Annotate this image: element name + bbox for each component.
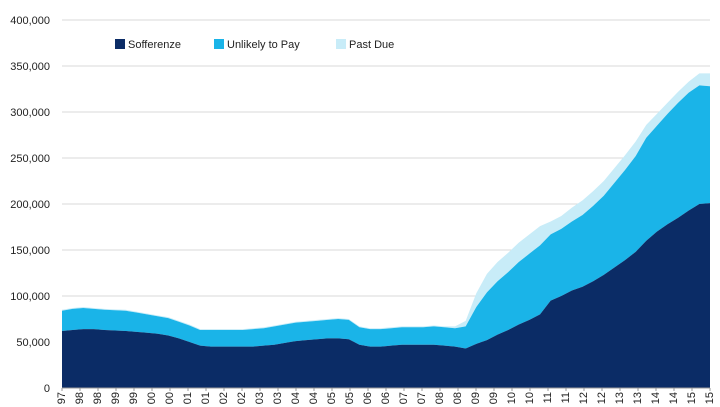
gridlines <box>62 19 710 343</box>
y-tick-label: 400,000 <box>10 15 50 27</box>
x-tick-label: 11 <box>560 392 572 403</box>
y-axis-ticks: 0 50,000 100,000 150,000 200,000 250,000 300,0… <box>10 15 50 395</box>
x-tick-label: 99 <box>128 392 140 404</box>
x-tick-label: 12 <box>578 392 590 404</box>
x-tick-label: 05 <box>326 392 338 404</box>
x-tick-label: 09 <box>470 392 482 404</box>
x-tick-label: 00 <box>146 392 158 404</box>
x-tick-label: 00 <box>164 392 176 404</box>
area-series <box>62 73 710 388</box>
x-tick-label: 14 <box>650 392 662 404</box>
legend-label: Unlikely to Pay <box>227 39 300 51</box>
x-tick-label: 08 <box>434 392 446 404</box>
x-tick-label: 08 <box>452 392 464 404</box>
x-tick-label: 09 <box>488 392 500 404</box>
x-tick-label: 01 <box>200 392 212 404</box>
x-tick-label: 98 <box>92 392 104 404</box>
x-tick-label: 15 <box>704 392 716 404</box>
x-tick-label: 14 <box>668 392 680 404</box>
x-tick-label: 13 <box>632 392 644 404</box>
y-tick-label: 0 <box>44 383 50 395</box>
legend: Sofferenze Unlikely to Pay Past Due <box>115 39 394 51</box>
legend-label: Past Due <box>349 39 394 51</box>
y-tick-label: 300,000 <box>10 107 50 119</box>
x-tick-label: 03 <box>254 392 266 404</box>
y-tick-label: 200,000 <box>10 199 50 211</box>
x-tick-label: 12 <box>596 392 608 404</box>
area-unlikely-to-pay <box>62 85 710 349</box>
legend-swatch <box>214 39 224 49</box>
x-tick-label: 02 <box>236 392 248 404</box>
x-tick-label: 05 <box>344 392 356 404</box>
legend-swatch <box>115 39 125 49</box>
x-tick-label: 02 <box>218 392 230 404</box>
x-tick-label: 06 <box>380 392 392 404</box>
x-tick-label: 07 <box>416 392 428 404</box>
legend-swatch <box>336 39 346 49</box>
x-tick-label: 04 <box>290 392 302 404</box>
x-tick-label: 01 <box>182 392 194 404</box>
y-tick-label: 350,000 <box>10 61 50 73</box>
x-tick-label: 10 <box>506 392 518 404</box>
x-tick-label: 98 <box>74 392 86 404</box>
y-tick-label: 150,000 <box>10 245 50 257</box>
legend-label: Sofferenze <box>128 39 181 51</box>
x-tick-label: 13 <box>614 392 626 404</box>
x-tick-label: 06 <box>362 392 374 404</box>
y-tick-label: 250,000 <box>10 153 50 165</box>
x-tick-label: 11 <box>542 392 554 403</box>
x-tick-label: 99 <box>110 392 122 404</box>
area-sofferenze <box>62 203 710 388</box>
y-tick-label: 100,000 <box>10 291 50 303</box>
x-tick-label: 15 <box>686 392 698 404</box>
y-tick-label: 50,000 <box>16 337 50 349</box>
x-tick-label: 97 <box>56 392 68 404</box>
x-tick-label: 07 <box>398 392 410 404</box>
x-tick-label: 04 <box>308 392 320 404</box>
x-tick-label: 03 <box>272 392 284 404</box>
x-tick-label: 10 <box>524 392 536 404</box>
x-axis-ticks: 97 98 98 99 99 00 00 01 01 02 02 03 03 04 04 05 05 06 06 07… <box>56 388 716 404</box>
